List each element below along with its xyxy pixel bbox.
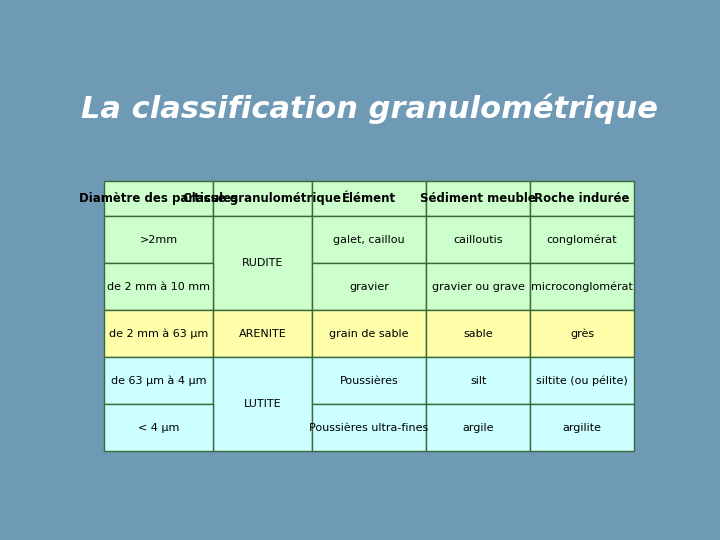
Bar [104, 181, 213, 217]
Bar [426, 404, 530, 451]
Bar [426, 264, 530, 310]
Bar [530, 310, 634, 357]
Bar [312, 217, 426, 264]
Text: < 4 μm: < 4 μm [138, 423, 179, 433]
Text: LUTITE: LUTITE [243, 400, 282, 409]
Bar [213, 181, 312, 217]
Text: Élément: Élément [342, 192, 396, 205]
Bar [312, 404, 426, 451]
Bar [213, 357, 312, 451]
Bar [426, 310, 530, 357]
Text: argile: argile [463, 423, 494, 433]
Text: Poussières: Poussières [340, 376, 398, 386]
Text: grain de sable: grain de sable [329, 329, 409, 339]
Text: gravier: gravier [349, 282, 389, 292]
Bar [213, 217, 312, 310]
Bar [426, 217, 530, 264]
Text: RUDITE: RUDITE [242, 258, 283, 268]
Bar [312, 310, 426, 357]
Text: >2mm: >2mm [140, 235, 178, 245]
Text: Roche indurée: Roche indurée [534, 192, 630, 205]
Text: Diamètre des particules: Diamètre des particules [79, 192, 238, 205]
Text: grès: grès [570, 329, 594, 339]
Bar [426, 357, 530, 404]
Bar [312, 181, 426, 217]
Text: de 63 μm à 4 μm: de 63 μm à 4 μm [111, 376, 207, 386]
Bar [104, 404, 213, 451]
Bar [104, 217, 213, 264]
Text: de 2 mm à 63 μm: de 2 mm à 63 μm [109, 329, 208, 339]
Text: conglomérat: conglomérat [547, 234, 618, 245]
Bar [426, 181, 530, 217]
Bar [530, 217, 634, 264]
Text: Sédiment meuble: Sédiment meuble [420, 192, 536, 205]
Text: gravier ou grave: gravier ou grave [432, 282, 525, 292]
Text: argilite: argilite [562, 423, 602, 433]
Bar [530, 357, 634, 404]
Bar [104, 357, 213, 404]
Text: cailloutis: cailloutis [454, 235, 503, 245]
Text: Poussières ultra-fines: Poussières ultra-fines [310, 423, 428, 433]
Text: siltite (ou pélite): siltite (ou pélite) [536, 376, 628, 386]
Text: Classe granulométrique: Classe granulométrique [184, 192, 341, 205]
Text: de 2 mm à 10 mm: de 2 mm à 10 mm [107, 282, 210, 292]
Bar [104, 264, 213, 310]
Bar [530, 181, 634, 217]
Text: galet, caillou: galet, caillou [333, 235, 405, 245]
Bar [530, 404, 634, 451]
Bar [104, 310, 213, 357]
Bar [312, 264, 426, 310]
Text: sable: sable [464, 329, 493, 339]
Bar [213, 310, 312, 357]
Text: microconglomérat: microconglomérat [531, 282, 633, 292]
Text: ARENITE: ARENITE [238, 329, 287, 339]
Bar [530, 264, 634, 310]
Bar [312, 357, 426, 404]
Text: La classification granulométrique: La classification granulométrique [81, 93, 657, 124]
Text: silt: silt [470, 376, 487, 386]
